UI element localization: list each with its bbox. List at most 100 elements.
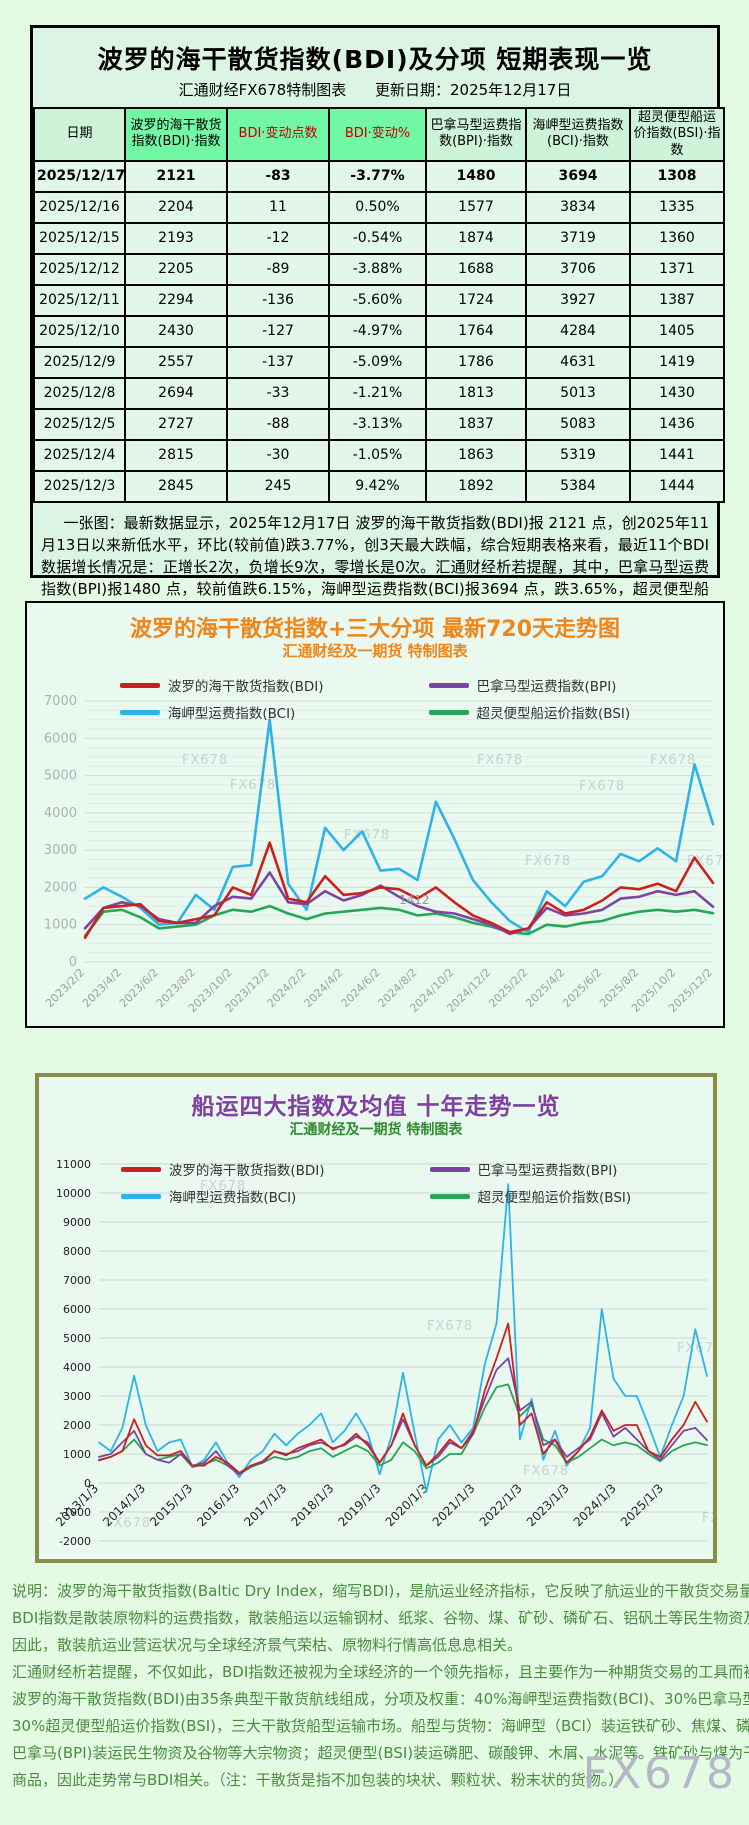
value-cell: -30	[226, 438, 330, 472]
value-cell: -12	[226, 221, 330, 255]
y-tick-label: 1000	[44, 918, 77, 933]
series-line-1	[83, 871, 715, 936]
y-tick-label: 0	[84, 1477, 91, 1490]
y-tick-label: 3000	[44, 843, 77, 858]
value-cell: 5013	[525, 376, 631, 410]
value-cell: 5319	[525, 438, 631, 472]
fx678-watermark: FX678	[582, 1748, 737, 1799]
chart-watermark: FX678	[427, 1319, 473, 1334]
note-line: 因此，散装航运业营运状况与全球经济景气荣枯、原物料行情高低息息相关。	[12, 1636, 523, 1654]
note-line: 波罗的海干散货指数(BDI)由35条典型干散货航线组成，分项及权重：40%海岬型…	[12, 1690, 749, 1708]
y-tick-label: -2000	[59, 1535, 91, 1548]
y-tick-label: 4000	[44, 806, 77, 821]
date-cell: 2025/12/12	[33, 252, 126, 286]
x-tick-label: 2024/2/2	[265, 966, 309, 1010]
x-tick-label: 2025/4/2	[523, 966, 567, 1010]
column-header-3: BDI·变动%	[328, 107, 427, 162]
table-row: 2025/12/4 2815 -30 -1.05% 1863 5319 1441	[33, 438, 725, 472]
legend-label: 巴拿马型运费指数(BPI)	[477, 1163, 618, 1179]
bdi-short-term-table: 日期 波罗的海干散货指数(BDI)·指数 BDI·变动点数 BDI·变动% 巴拿马型运费…	[33, 107, 725, 503]
value-cell: 1837	[425, 407, 527, 441]
panel-subtitle: 汇通财经FX678特制图表 更新日期：2025年12月17日	[33, 79, 717, 100]
legend-label: 巴拿马型运费指数(BPI)	[476, 679, 617, 695]
chart-watermark: FX678	[525, 854, 571, 869]
date-cell: 2025/12/9	[33, 345, 126, 379]
y-tick-label: 6000	[44, 731, 77, 746]
x-tick-label: 2024/1/3	[571, 1481, 619, 1529]
legend-item: 巴拿马型运费指数(BPI)	[429, 1159, 632, 1179]
x-tick-label: 2024/4/2	[302, 966, 346, 1010]
chart-watermark: FX678	[523, 1464, 569, 1479]
note-line: 商品，因此走势常与BDI相关。（注：干散货是指不加包装的块状、颗粒状、粉末状的货…	[12, 1771, 624, 1789]
y-tick-label: 0	[69, 955, 77, 970]
value-cell: 1444	[629, 469, 725, 503]
value-cell: 3694	[525, 159, 631, 193]
value-cell: -1.05%	[328, 438, 427, 472]
table-row: 2025/12/15 2193 -12 -0.54% 1874 3719 1360	[33, 221, 725, 255]
value-cell: 1335	[629, 190, 725, 224]
value-cell: 1405	[629, 314, 725, 348]
chart-watermark: FX678	[200, 1179, 246, 1194]
y-tick-label: 2000	[63, 1419, 91, 1432]
date-cell: 2025/12/5	[33, 407, 126, 441]
value-cell: 1387	[629, 283, 725, 317]
value-cell: -3.77%	[328, 159, 427, 193]
table-row: 2025/12/11 2294 -136 -5.60% 1724 3927 1387	[33, 283, 725, 317]
chart-watermark: FX678	[650, 753, 696, 768]
x-tick-label: 2018/1/3	[288, 1481, 336, 1529]
y-tick-label: 6000	[63, 1303, 91, 1316]
legend-dash-icon	[428, 682, 469, 688]
legend-label: 海岬型运费指数(BCI)	[168, 1190, 297, 1206]
value-cell: 245	[226, 469, 330, 503]
table-row: 2025/12/8 2694 -33 -1.21% 1813 5013 1430	[33, 376, 725, 410]
date-cell: 2025/12/3	[33, 469, 126, 503]
column-header-1: 波罗的海干散货指数(BDI)·指数	[124, 107, 228, 162]
y-tick-label: 2000	[44, 880, 77, 895]
chart-10y-legend: 波罗的海干散货指数(BDI) 巴拿马型运费指数(BPI) 海岬型运费指数(BCI) 超…	[39, 1159, 713, 1206]
value-cell: 1577	[425, 190, 527, 224]
y-tick-label: 1000	[63, 1448, 91, 1461]
value-cell: 5384	[525, 469, 631, 503]
value-cell: 3706	[525, 252, 631, 286]
value-cell: -5.60%	[328, 283, 427, 317]
x-tick-label: 2019/1/3	[336, 1481, 384, 1529]
value-cell: 1371	[629, 252, 725, 286]
date-cell: 2025/12/15	[33, 221, 126, 255]
legend-label: 波罗的海干散货指数(BDI)	[168, 1163, 325, 1179]
value-cell: 2294	[124, 283, 228, 317]
value-cell: -89	[226, 252, 330, 286]
explanation-notes: 说明：波罗的海干散货指数(Baltic Dry Index，缩写BDI)，是航运…	[12, 1578, 749, 1794]
update-date-label: 更新日期：2025年12月17日	[374, 81, 572, 99]
value-cell: 2121	[124, 159, 228, 193]
legend-dash-icon	[120, 1166, 161, 1172]
y-tick-label: 7000	[44, 694, 77, 709]
y-tick-label: 5000	[63, 1332, 91, 1345]
legend-dash-icon	[429, 1193, 470, 1199]
y-tick-label: 7000	[63, 1274, 91, 1287]
short-term-panel: 波罗的海干散货指数(BDI)及分项 短期表现一览 汇通财经FX678特制图表 更…	[30, 25, 725, 642]
value-cell: 1419	[629, 345, 725, 379]
value-cell: -1.21%	[328, 376, 427, 410]
column-header-2: BDI·变动点数	[226, 107, 330, 162]
legend-item: 巴拿马型运费指数(BPI)	[428, 675, 631, 695]
note-line: 说明：波罗的海干散货指数(Baltic Dry Index，缩写BDI)，是航运…	[12, 1582, 749, 1600]
series-line-2	[98, 1183, 708, 1493]
value-cell: 1786	[425, 345, 527, 379]
value-cell: -83	[226, 159, 330, 193]
date-cell: 2025/12/16	[33, 190, 126, 224]
legend-dash-icon	[119, 682, 160, 688]
value-cell: 2815	[124, 438, 228, 472]
y-tick-label: 4000	[63, 1361, 91, 1374]
date-cell: 2025/12/11	[33, 283, 126, 317]
legend-item: 海岬型运费指数(BCI)	[120, 1186, 325, 1206]
x-tick-label: 2020/1/3	[383, 1481, 431, 1529]
value-cell: 1892	[425, 469, 527, 503]
value-cell: 2204	[124, 190, 228, 224]
x-tick-label: 2017/1/3	[241, 1481, 289, 1529]
chart-10y-canvas: -2000 -1000 0 1000 2000 3000 4000 5000 6000 7000 8…	[53, 1158, 713, 1548]
value-cell: 1441	[629, 438, 725, 472]
table-row: 2025/12/10 2430 -127 -4.97% 1764 4284 1405	[33, 314, 725, 348]
chart-720d-canvas: 010002000300040005000600070002023/2/2202…	[43, 694, 723, 1015]
value-cell: -127	[226, 314, 330, 348]
value-cell: 2694	[124, 376, 228, 410]
